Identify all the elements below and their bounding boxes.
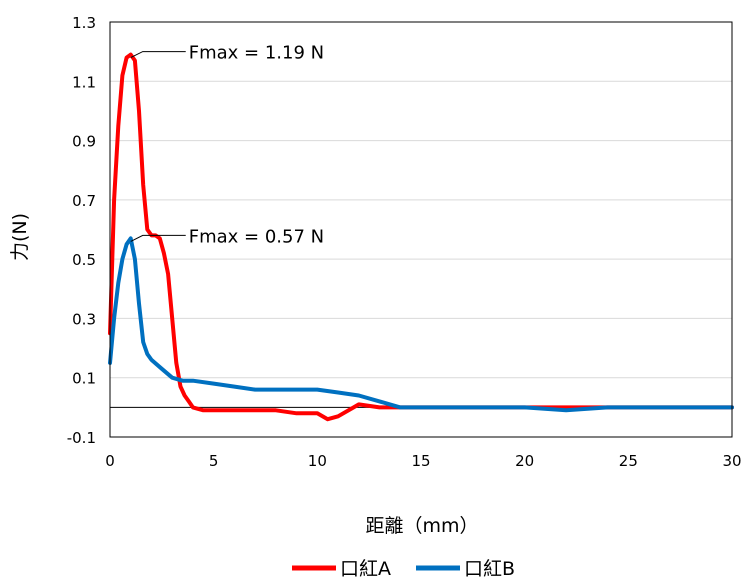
annotations: Fmax = 1.19 N Fmax = 0.57 N [130,43,324,247]
y-tick-label: 0.5 [72,251,96,269]
y-tick-label: 0.3 [72,310,96,328]
annotation-label: Fmax = 0.57 N [189,226,324,247]
x-axis-ticks: 0 5 10 15 20 25 30 [105,452,741,470]
plot-frame [109,21,733,438]
y-axis-label: 力(N) [9,213,31,261]
x-tick-label: 20 [515,452,534,470]
x-tick-label: 5 [209,452,219,470]
annotation-leader [130,234,186,242]
y-axis-ticks: 1.3 1.1 0.9 0.7 0.5 0.3 0.1 -0.1 [67,14,96,447]
legend-label: 口紅B [464,558,515,580]
legend: 口紅A 口紅B [292,558,515,580]
x-tick-label: 30 [722,452,741,470]
y-tick-label: 1.3 [72,14,96,32]
legend-label: 口紅A [340,558,391,580]
y-tick-label: 0.7 [72,192,96,210]
y-tick-label: 0.1 [72,370,96,388]
series-line-2 [108,236,734,413]
x-axis-label: 距離（mm） [365,515,478,537]
x-tick-label: 15 [411,452,430,470]
y-tick-label: 1.1 [72,73,96,91]
x-tick-label: 0 [105,452,115,470]
gridlines [110,21,732,438]
x-tick-label: 25 [619,452,638,470]
series-lines [108,52,734,422]
y-tick-label: -0.1 [67,429,96,447]
annotation-leader [130,51,186,59]
x-tick-label: 10 [308,452,327,470]
annotation-label: Fmax = 1.19 N [189,43,324,64]
y-tick-label: 0.9 [72,133,96,151]
